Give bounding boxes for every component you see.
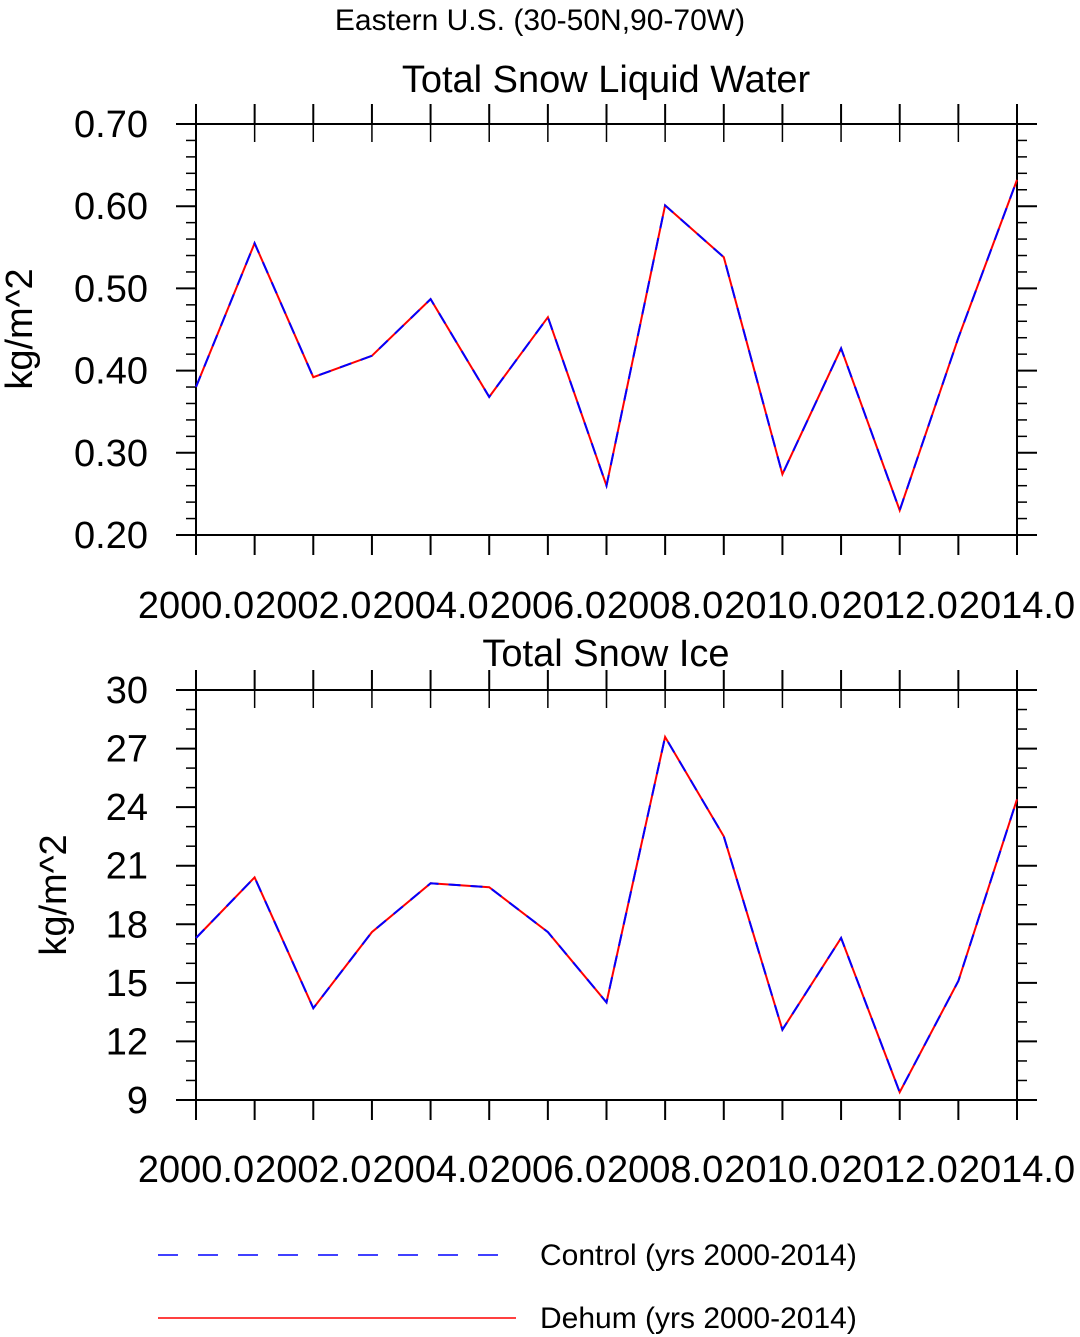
- y-tick-label: 21: [106, 846, 148, 888]
- x-tick-label: 2012.0: [842, 1149, 958, 1191]
- x-tick-label: 2014.0: [959, 585, 1075, 627]
- x-tick-label: 2004.0: [372, 585, 488, 627]
- x-tick-label: 2000.0: [138, 585, 254, 627]
- plot-frame: [195, 689, 1018, 1101]
- x-tick-label: 2006.0: [490, 1149, 606, 1191]
- chart-total-snow-ice: Total Snow Ice kg/m^2 9 12 15 18 21 24 27 30 200…: [33, 633, 1075, 1191]
- y-tick-label: 27: [106, 729, 148, 771]
- panel-title: Total Snow Liquid Water: [402, 59, 811, 101]
- series-line-control: [195, 734, 1018, 1095]
- series-line-dehum: [195, 734, 1018, 1095]
- y-tick-label: 0.30: [74, 433, 148, 475]
- x-tick-label: 2008.0: [607, 1149, 723, 1191]
- x-tick-label: 2014.0: [959, 1149, 1075, 1191]
- x-tick-label: 2010.0: [724, 585, 840, 627]
- x-tick-label: 2006.0: [490, 585, 606, 627]
- y-tick-label: 0.60: [74, 186, 148, 228]
- x-tick-label: 2002.0: [255, 585, 371, 627]
- y-tick-label: 12: [106, 1021, 148, 1063]
- y-tick-label: 24: [106, 787, 148, 829]
- figure-title: Eastern U.S. (30-50N,90-70W): [335, 4, 745, 37]
- y-tick-label: 30: [106, 670, 148, 712]
- plot-frame: [195, 123, 1018, 536]
- y-tick-label: 15: [106, 963, 148, 1005]
- series-line-control: [195, 179, 1018, 514]
- x-tick-label: 2012.0: [842, 585, 958, 627]
- panel-title: Total Snow Ice: [482, 633, 729, 675]
- legend-label-dehum: Dehum (yrs 2000-2014): [540, 1302, 857, 1335]
- x-tick-label: 2002.0: [255, 1149, 371, 1191]
- y-tick-label: 18: [106, 904, 148, 946]
- x-tick-label: 2000.0: [138, 1149, 254, 1191]
- y-tick-label: 9: [127, 1080, 148, 1122]
- x-tick-label: 2008.0: [607, 585, 723, 627]
- y-axis-label: kg/m^2: [0, 268, 41, 389]
- y-tick-label: 0.50: [74, 268, 148, 310]
- x-tick-label: 2004.0: [372, 1149, 488, 1191]
- legend-label-control: Control (yrs 2000-2014): [540, 1239, 857, 1272]
- y-axis-label: kg/m^2: [33, 834, 75, 955]
- y-tick-label: 0.70: [74, 104, 148, 146]
- y-tick-label: 0.40: [74, 351, 148, 393]
- chart-total-snow-liquid-water: Total Snow Liquid Water kg/m^2 0.20 0.30 0…: [0, 59, 1075, 627]
- legend: Control (yrs 2000-2014) Dehum (yrs 2000-…: [158, 1239, 857, 1335]
- y-tick-label: 0.20: [74, 515, 148, 557]
- series-line-dehum: [195, 179, 1018, 514]
- x-tick-label: 2010.0: [724, 1149, 840, 1191]
